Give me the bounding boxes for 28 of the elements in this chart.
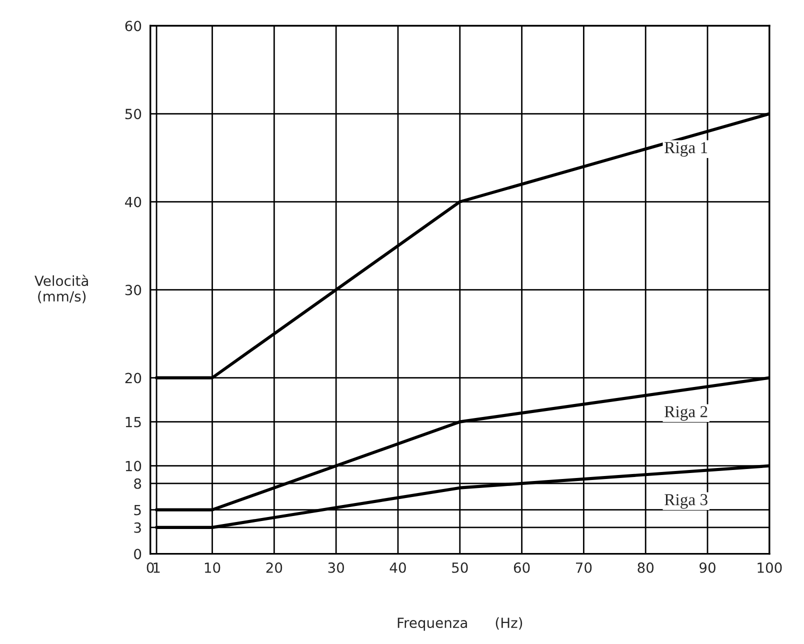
y-tick-label: 15	[126, 416, 141, 428]
y-tick-label: 10	[126, 460, 142, 472]
x-tick-label: 100	[758, 562, 782, 573]
x-tick-label: 90	[700, 562, 716, 573]
y-tick-label: 50	[125, 108, 142, 120]
x-tick-label: 80	[638, 562, 654, 573]
y-tick-label: 0	[134, 548, 142, 560]
y-tick-label: 5	[134, 504, 141, 516]
x-tick-label: 20	[266, 562, 282, 573]
x-tick-label: 30	[328, 562, 344, 573]
series-label: Riga 3	[664, 494, 708, 509]
x-tick-label: 10	[204, 562, 220, 573]
x-tick-label: 1	[154, 562, 160, 573]
y-tick-label: 20	[125, 372, 142, 384]
y-axis-title: Velocità (mm/s)	[34, 274, 88, 304]
x-tick-label: 60	[514, 562, 530, 573]
y-tick-label: 3	[134, 522, 141, 533]
x-tick-label: 50	[452, 562, 468, 573]
series-label: Riga 2	[664, 406, 708, 421]
x-tick-label: 70	[576, 562, 592, 573]
x-tick-label: 0	[146, 562, 154, 573]
x-tick-label: 40	[390, 562, 406, 573]
y-tick-label: 8	[134, 478, 142, 489]
series-label: Riga 1	[664, 142, 708, 157]
y-tick-label: 40	[125, 196, 142, 208]
y-tick-label: 30	[125, 284, 142, 296]
y-tick-label: 60	[125, 20, 142, 32]
x-axis-title: Frequenza (Hz)	[398, 617, 522, 631]
